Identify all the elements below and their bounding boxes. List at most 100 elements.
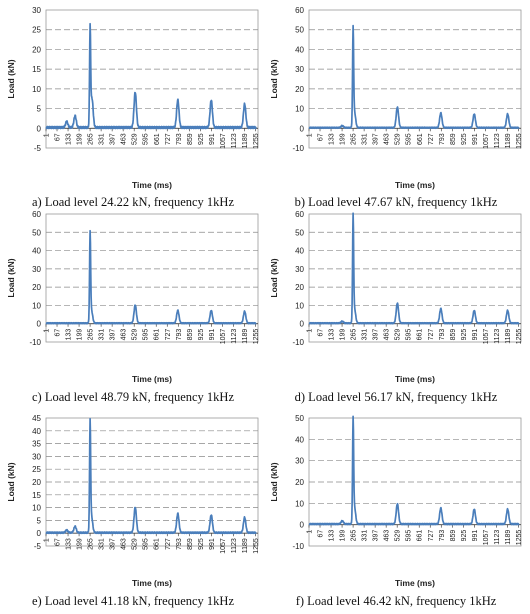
x-tick-label: 1255 bbox=[253, 329, 260, 345]
y-tick-label: 60 bbox=[295, 210, 304, 219]
y-axis-title: Load (kN) bbox=[6, 59, 16, 98]
x-tick-label: 397 bbox=[110, 329, 117, 341]
x-tick-label: 859 bbox=[187, 538, 194, 550]
x-tick-label: 727 bbox=[165, 133, 172, 145]
x-tick-label: 1123 bbox=[494, 329, 501, 344]
x-tick-label: 661 bbox=[154, 133, 161, 145]
y-tick-label: 40 bbox=[32, 247, 41, 256]
x-tick-label: 199 bbox=[77, 538, 84, 550]
x-tick-label: 925 bbox=[198, 329, 205, 341]
x-tick-label: 1057 bbox=[483, 329, 490, 345]
x-tick-label: 991 bbox=[209, 329, 216, 341]
x-tick-label: 331 bbox=[99, 133, 106, 145]
x-tick-label: 1123 bbox=[231, 329, 238, 344]
x-tick-label: 1123 bbox=[231, 538, 238, 553]
x-tick-label: 529 bbox=[132, 538, 139, 550]
y-tick-label: 45 bbox=[32, 414, 41, 423]
x-tick-label: 67 bbox=[318, 329, 325, 337]
y-axis-title: Load (kN) bbox=[269, 258, 279, 297]
y-tick-label: 50 bbox=[295, 26, 304, 35]
caption-a: a) Load level 24.22 kN, frequency 1kHz bbox=[31, 195, 234, 209]
y-tick-label: 5 bbox=[37, 105, 42, 114]
x-tick-label: 991 bbox=[472, 530, 479, 542]
chart-f: -10 0 10 20 30 40 50 1 67 133 199 265 331 397 463 529 59… bbox=[269, 414, 523, 588]
y-tick-label: 30 bbox=[295, 457, 304, 466]
x-tick-label: 793 bbox=[176, 133, 183, 145]
x-tick-label: 859 bbox=[450, 133, 457, 145]
x-tick-label: 661 bbox=[417, 133, 424, 145]
x-tick-label: 925 bbox=[198, 133, 205, 145]
y-tick-label: 20 bbox=[295, 85, 304, 94]
x-tick-label: 1189 bbox=[505, 133, 512, 148]
chart-panel-c: -10 0 10 20 30 40 50 60 1 67 133 199 265 331 397 463 529… bbox=[2, 206, 264, 410]
x-tick-label: 1 bbox=[307, 133, 314, 137]
chart-panel-b: -10 0 10 20 30 40 50 60 1 67 133 199 265 331 397 463 529… bbox=[265, 2, 527, 209]
y-tick-label: 40 bbox=[295, 435, 304, 444]
x-tick-label: 859 bbox=[187, 329, 194, 341]
plot-area bbox=[45, 213, 259, 343]
plot-area bbox=[308, 9, 522, 149]
plot-area bbox=[308, 213, 522, 343]
x-tick-label: 1189 bbox=[242, 133, 249, 148]
caption-f: f) Load level 46.42 kN, frequency 1kHz bbox=[295, 594, 497, 608]
x-tick-label: 595 bbox=[143, 538, 150, 550]
chart-e: -5 0 5 10 15 20 25 30 35 40 45 1 67 133 199 265 331 397 46… bbox=[6, 414, 260, 588]
x-tick-label: 133 bbox=[329, 530, 336, 542]
x-axis-title: Time (ms) bbox=[132, 180, 172, 190]
x-axis-title: Time (ms) bbox=[395, 374, 435, 384]
y-tick-label: 40 bbox=[295, 45, 304, 54]
x-tick-label: 529 bbox=[132, 133, 139, 145]
y-tick-label: 60 bbox=[295, 6, 304, 15]
x-tick-label: 463 bbox=[121, 133, 128, 145]
y-tick-label: 10 bbox=[32, 85, 41, 94]
x-tick-label: 1189 bbox=[242, 538, 249, 553]
x-tick-label: 265 bbox=[351, 530, 358, 542]
x-tick-label: 925 bbox=[461, 530, 468, 542]
y-tick-label: -10 bbox=[292, 338, 304, 347]
y-tick-label: -5 bbox=[34, 542, 42, 551]
y-tick-label: 0 bbox=[300, 124, 305, 133]
x-tick-label: 661 bbox=[154, 538, 161, 550]
x-tick-label: 859 bbox=[450, 329, 457, 341]
y-tick-label: 30 bbox=[295, 65, 304, 74]
caption-c: c) Load level 48.79 kN, frequency 1kHz bbox=[31, 390, 234, 404]
x-tick-label: 397 bbox=[373, 530, 380, 542]
x-tick-label: 595 bbox=[406, 133, 413, 145]
x-tick-label: 1057 bbox=[483, 133, 490, 149]
y-tick-label: 40 bbox=[295, 247, 304, 256]
x-tick-label: 1057 bbox=[220, 538, 227, 554]
y-tick-label: 0 bbox=[37, 320, 42, 329]
y-tick-label: 30 bbox=[32, 6, 41, 15]
series-line bbox=[45, 22, 257, 130]
x-tick-label: 925 bbox=[461, 329, 468, 341]
chart-panel-e: -5 0 5 10 15 20 25 30 35 40 45 1 67 133 199 265 331 397 46… bbox=[2, 410, 264, 614]
x-tick-label: 595 bbox=[143, 133, 150, 145]
x-tick-label: 463 bbox=[384, 530, 391, 542]
y-tick-label: 10 bbox=[32, 301, 41, 310]
series-line bbox=[45, 229, 257, 325]
x-tick-label: 67 bbox=[318, 133, 325, 141]
y-tick-label: 10 bbox=[32, 504, 41, 513]
x-tick-label: 1 bbox=[44, 133, 51, 137]
x-tick-label: 67 bbox=[55, 538, 62, 546]
chart-d: -10 0 10 20 30 40 50 60 1 67 133 199 265 331 397 463 529… bbox=[269, 210, 523, 384]
y-axis-title: Load (kN) bbox=[6, 462, 16, 501]
plot-area bbox=[45, 9, 259, 149]
caption-b: b) Load level 47.67 kN, frequency 1kHz bbox=[294, 195, 498, 209]
x-tick-label: 199 bbox=[77, 329, 84, 341]
x-tick-label: 661 bbox=[417, 329, 424, 341]
x-tick-label: 529 bbox=[395, 329, 402, 341]
y-tick-label: 50 bbox=[295, 228, 304, 237]
x-tick-label: 1189 bbox=[505, 329, 512, 344]
chart-a: -5 0 5 10 15 20 25 30 1 67 133 199 265 331 397 463 529 59… bbox=[6, 6, 260, 190]
x-tick-label: 1255 bbox=[516, 133, 523, 149]
y-tick-label: 40 bbox=[32, 427, 41, 436]
chart-panel-a: -5 0 5 10 15 20 25 30 1 67 133 199 265 331 397 463 529 59… bbox=[2, 2, 264, 209]
y-tick-label: 20 bbox=[32, 478, 41, 487]
y-axis-title: Load (kN) bbox=[6, 258, 16, 297]
x-tick-label: 331 bbox=[362, 530, 369, 542]
y-tick-label: 5 bbox=[37, 516, 42, 525]
y-tick-label: 0 bbox=[300, 521, 305, 530]
x-tick-label: 1 bbox=[307, 530, 314, 534]
x-tick-label: 1057 bbox=[220, 329, 227, 345]
